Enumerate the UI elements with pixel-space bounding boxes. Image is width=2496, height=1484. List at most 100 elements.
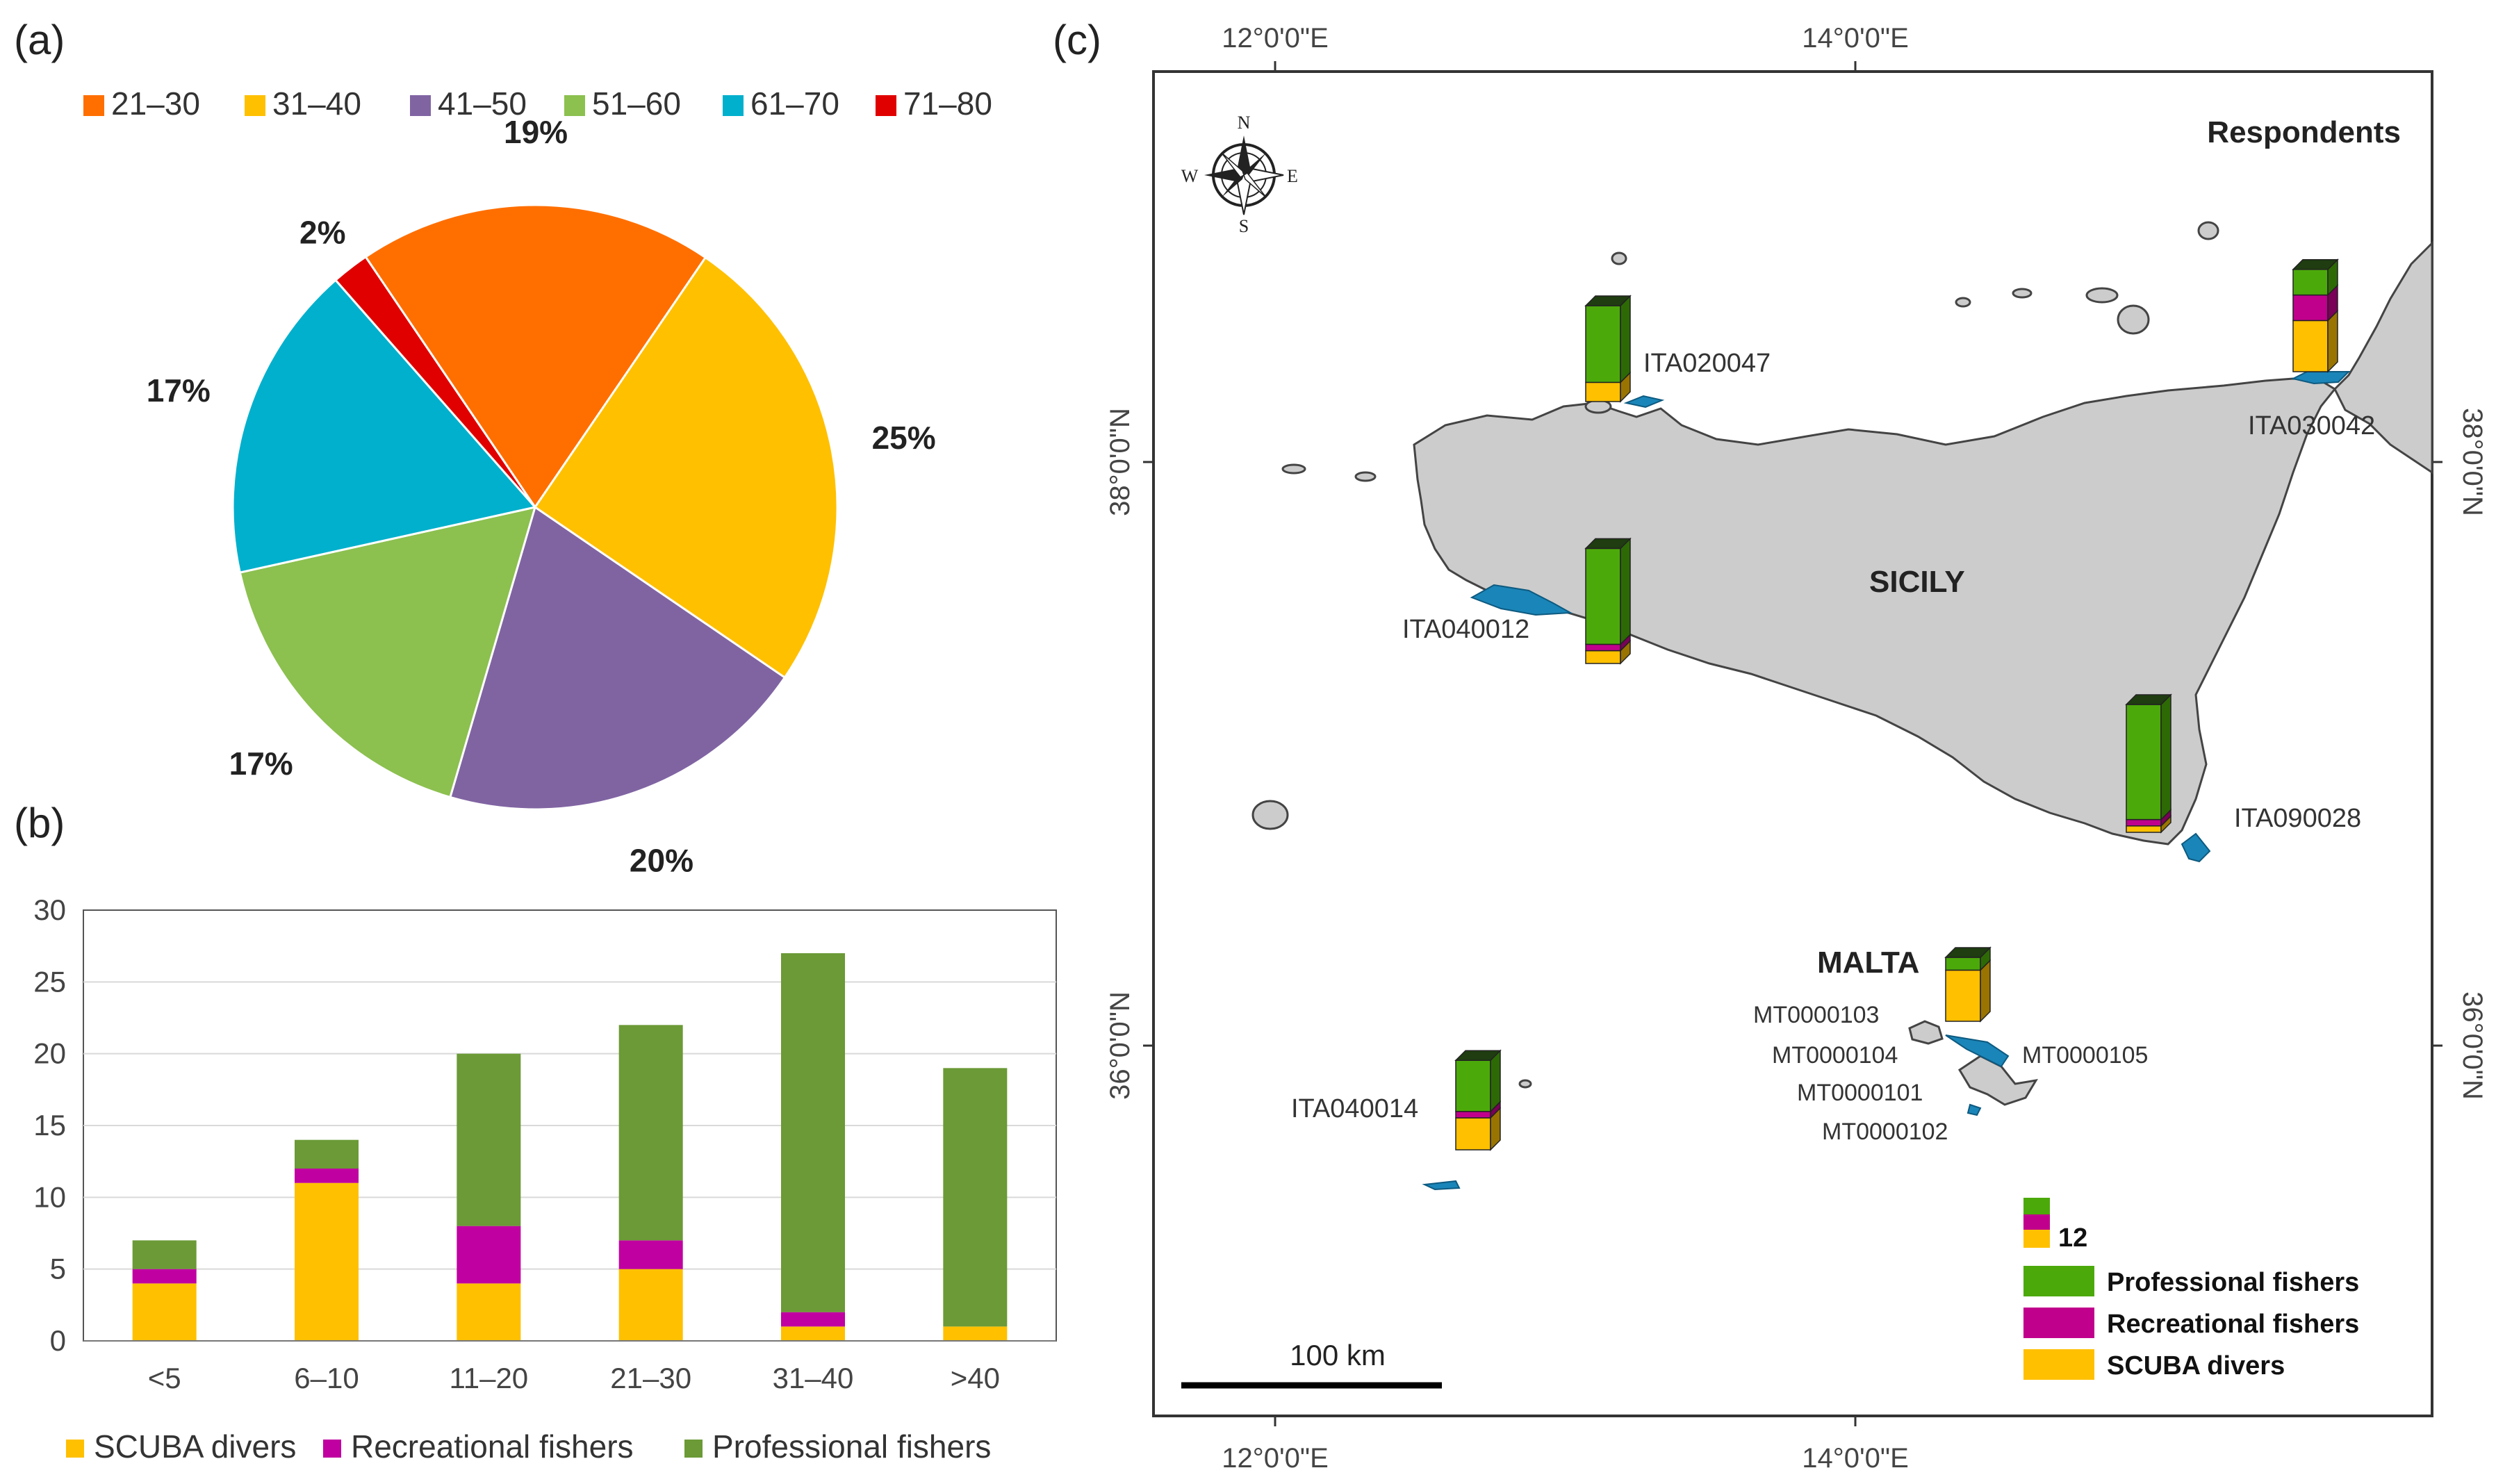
bottom-axis-label-12e: 12°0'0"E	[1222, 1443, 1329, 1474]
bar-ytick-30: 30	[33, 893, 66, 926]
site-label-mt0000102: MT0000102	[1822, 1119, 1948, 1145]
bar-ytick-20: 20	[33, 1037, 66, 1070]
bar-5-recreational-fishers	[132, 1269, 197, 1284]
site-label-mt0000103: MT0000103	[1753, 1002, 1879, 1028]
bar-31-40-professional-fishers	[781, 953, 845, 1312]
compass-w: W	[1181, 166, 1199, 186]
site-bar-malta-professional	[1945, 957, 1981, 971]
bar-40-scuba-divers	[943, 1326, 1008, 1341]
left-axis-label-38n: 38°0'0"N	[1105, 408, 1135, 516]
pie-legend-label-61-70: 61–70	[750, 85, 839, 122]
pie-slice-71-80	[334, 255, 536, 508]
pie-slice-61-70	[231, 279, 537, 574]
site-label-ita030042: ITA030042	[2248, 411, 2375, 440]
site-bar-ita020047-scuba	[1585, 381, 1621, 402]
pie-label-61-70: 17%	[147, 372, 211, 409]
pie-legend-swatch-31-40	[245, 95, 265, 116]
pie-label-41-50: 20%	[630, 842, 693, 878]
map-legend: 12 Professional fishers Recreational fis…	[2023, 1198, 2359, 1380]
site-bar-top-malta	[1944, 947, 1992, 958]
bar-legend-swatch-professional-fishers	[684, 1440, 703, 1458]
site-bar-ita040012-scuba	[1585, 650, 1621, 664]
bar-21-30-scuba-divers	[618, 1269, 683, 1341]
map-legend-swatch-scuba	[2023, 1349, 2094, 1380]
bar-ytick-25: 25	[33, 965, 66, 998]
panel-a-letter: (a)	[14, 17, 65, 63]
site-bar-ita040014-scuba	[1455, 1117, 1491, 1151]
site-bar-ita090028-scuba	[2126, 825, 2162, 833]
malta-label: MALTA	[1817, 946, 1919, 980]
map-legend-scuba: SCUBA divers	[2107, 1351, 2285, 1380]
map-ticks	[1143, 61, 2442, 1426]
pie-chart: 19% 25% 20% 17% 17% 2%	[147, 114, 936, 878]
bar-31-40-scuba-divers	[781, 1326, 845, 1341]
bar-21-30-recreational-fishers	[618, 1240, 683, 1269]
bar-legend-swatch-recreational-fishers	[323, 1440, 341, 1458]
protected-areas	[1422, 371, 2351, 1191]
site-bar-ita030042-scuba	[2292, 320, 2329, 372]
site-bars	[1454, 258, 2339, 1151]
site-bar-top-ita040012	[1584, 538, 1632, 550]
site-label-ita090028: ITA090028	[2234, 804, 2361, 833]
bar-legend-label-professional-fishers: Professional fishers	[712, 1428, 991, 1465]
pie-legend-label-41-50: 41–50	[438, 85, 527, 122]
bar-40-professional-fishers	[943, 1068, 1008, 1327]
map-legend-professional: Professional fishers	[2107, 1268, 2359, 1297]
pie-slice-41-50	[448, 505, 787, 811]
site-bar-malta-scuba	[1945, 969, 1981, 1022]
scale-bar: 100 km	[1181, 1339, 1442, 1389]
bar-21-30-professional-fishers	[618, 1025, 683, 1241]
site-bar-top-ita090028	[2125, 694, 2172, 705]
site-label-ita040014: ITA040014	[1291, 1094, 1418, 1123]
panel-b-letter: (b)	[14, 800, 65, 846]
calabria-landmass	[2333, 240, 2433, 475]
pie-legend-swatch-61-70	[723, 95, 744, 116]
pie-legend-swatch-71-80	[876, 95, 896, 116]
scale-bar-scuba	[2023, 1230, 2050, 1248]
map-legend-swatch-professional	[2023, 1266, 2094, 1296]
pie-label-71-80: 2%	[299, 214, 345, 250]
site-bar-ita040014-professional	[1455, 1060, 1491, 1112]
right-axis-label-36n: 36°0'0"N	[2457, 991, 2488, 1100]
top-axis-label-12e: 12°0'0"E	[1222, 23, 1329, 53]
pie-legend-swatch-41-50	[410, 95, 431, 116]
scale-bar-recreational	[2023, 1214, 2050, 1230]
map-title: Respondents	[2207, 115, 2401, 149]
site-label-mt0000101: MT0000101	[1797, 1080, 1923, 1106]
pie-legend-swatch-51-60	[564, 95, 585, 116]
site-bar-side-ita040014-professional	[1490, 1049, 1501, 1113]
site-bar-ita090028-professional	[2126, 704, 2162, 821]
site-bar-side-ita090028-professional	[2160, 693, 2171, 821]
map-frame	[1152, 70, 2433, 1417]
bar-6-10-scuba-divers	[295, 1182, 359, 1341]
bar-5-professional-fishers	[132, 1240, 197, 1269]
site-bar-side-ita040012-professional	[1620, 537, 1631, 646]
site-bar-ita040012-professional	[1585, 547, 1621, 645]
pie-slice-51-60	[238, 505, 537, 799]
site-bar-side-ita020047-professional	[1620, 295, 1631, 384]
bar-xtick-11-20: 11–20	[449, 1362, 528, 1394]
site-label-mt0000104: MT0000104	[1772, 1042, 1898, 1069]
bar-11-20-scuba-divers	[457, 1283, 521, 1341]
pie-slice-21-30	[364, 204, 707, 509]
bar-legend: SCUBA divers Recreational fishers Professi…	[66, 1428, 991, 1465]
bar-legend-swatch-scuba-divers	[66, 1440, 84, 1458]
pie-legend-label-71-80: 71–80	[903, 85, 992, 122]
site-label-ita020047: ITA020047	[1643, 349, 1771, 378]
bar-ytick-15: 15	[33, 1109, 66, 1141]
bar-legend-label-scuba-divers: SCUBA divers	[94, 1428, 296, 1465]
pie-legend: 21–30 31–40 41–50 51–60 61–70 71–80	[83, 85, 992, 122]
bottom-axis-label-14e: 14°0'0"E	[1802, 1443, 1909, 1474]
bar-5-scuba-divers	[132, 1283, 197, 1341]
map-legend-recreational: Recreational fishers	[2107, 1310, 2359, 1339]
site-label-mt0000105: MT0000105	[2022, 1042, 2148, 1069]
site-bar-ita020047-professional	[1585, 305, 1621, 384]
bar-31-40-recreational-fishers	[781, 1312, 845, 1327]
bar-chart: 0 5 10 15 20 25 30 <5 6–10 11–20 21–30 31–40 >40	[33, 893, 1057, 1394]
bar-xtick-40: >40	[951, 1362, 1000, 1394]
right-axis-label-38n: 38°0'0"N	[2457, 408, 2488, 516]
bar-6-10-recreational-fishers	[295, 1169, 359, 1183]
bar-xtick-6-10: 6–10	[294, 1362, 359, 1394]
small-islands	[1251, 221, 2219, 1089]
